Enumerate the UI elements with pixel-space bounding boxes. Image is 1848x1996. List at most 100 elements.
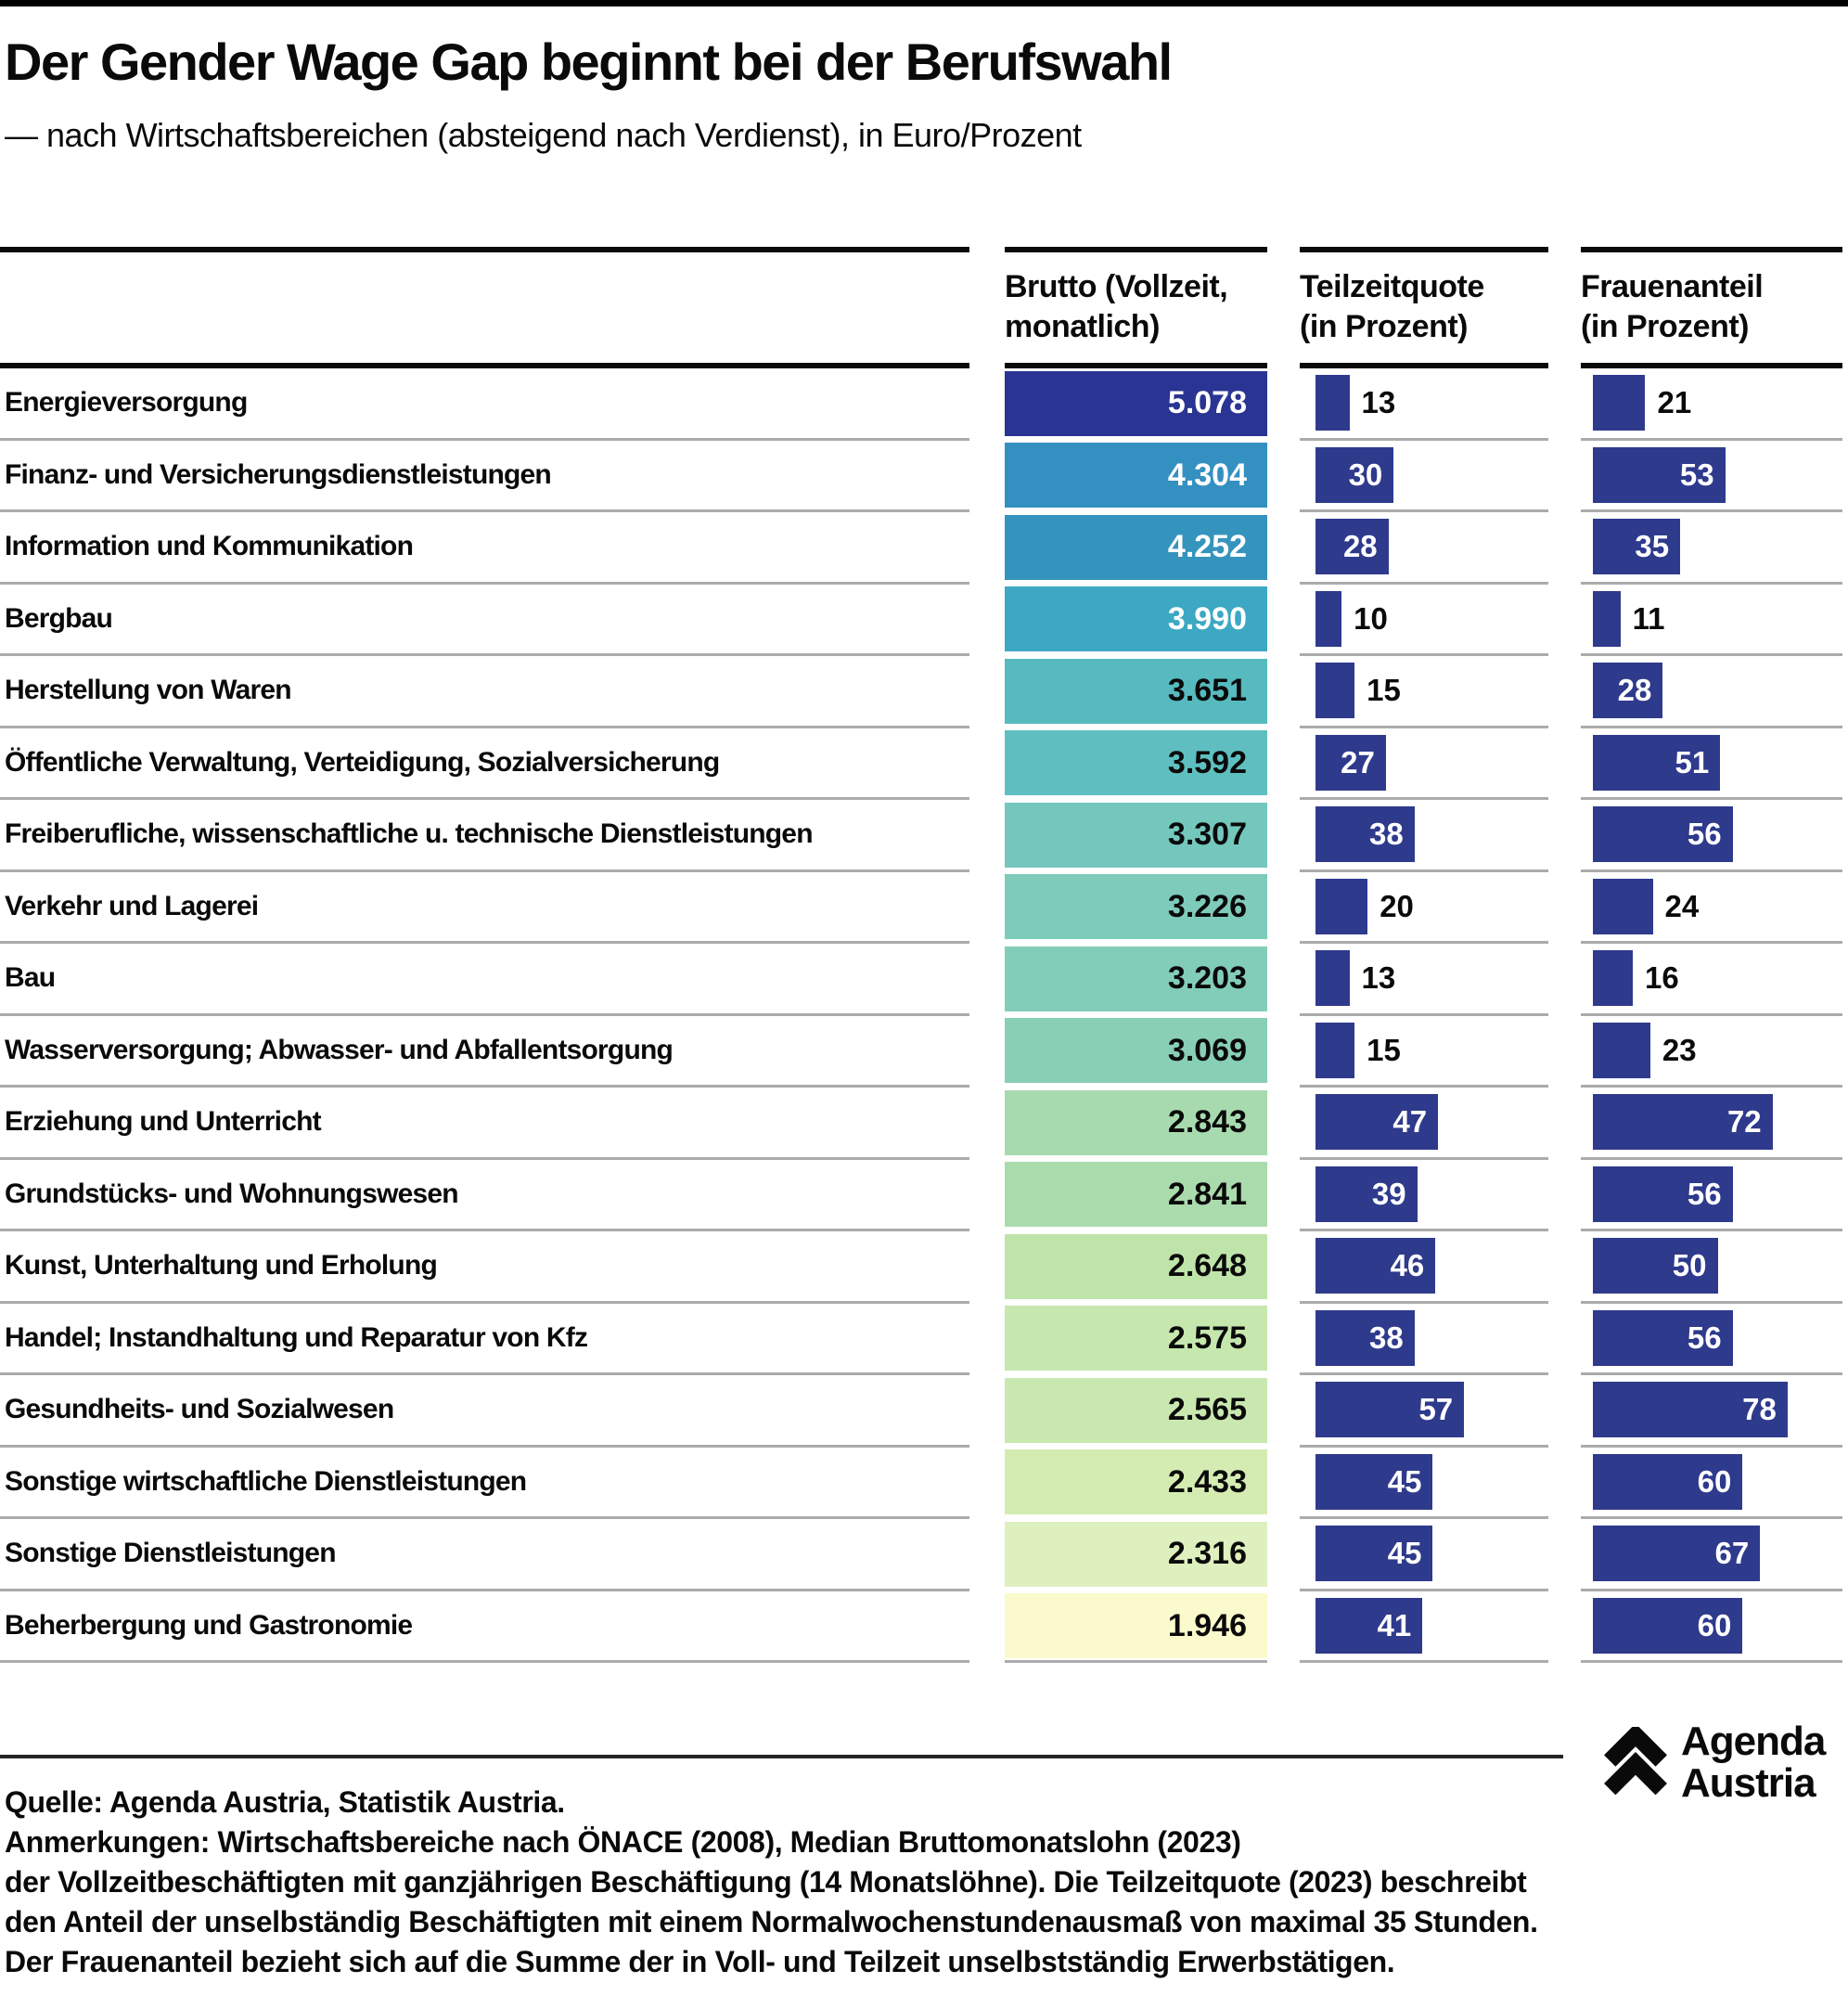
top-border-bar	[0, 0, 1848, 6]
frauenanteil-bar: 50	[1593, 1238, 1718, 1294]
pct-value-outside: 24	[1664, 888, 1700, 923]
frauenanteil-cell: 21	[1581, 368, 1842, 441]
pct-value-outside: 23	[1662, 1032, 1697, 1067]
sector-label: Grundstücks- und Wohnungswesen	[0, 1160, 969, 1231]
pct-value-outside: 13	[1361, 385, 1396, 420]
frauenanteil-cell: 60	[1581, 1448, 1842, 1519]
brutto-bar: 3.990	[1005, 586, 1267, 651]
header-frauenanteil-line2: (in Prozent)	[1581, 309, 1749, 344]
frauenanteil-bar: 78	[1593, 1382, 1788, 1438]
teilzeit-cell: 20	[1300, 872, 1548, 944]
brutto-cell: 4.304	[1005, 441, 1267, 513]
frauenanteil-cell: 23	[1581, 1016, 1842, 1088]
teilzeit-bar: 46	[1315, 1238, 1436, 1294]
teilzeit-cell: 57	[1300, 1375, 1548, 1448]
frauenanteil-cell: 56	[1581, 1304, 1842, 1375]
page-subtitle: — nach Wirtschaftsbereichen (absteigend …	[5, 116, 1082, 154]
brutto-bar: 3.226	[1005, 874, 1267, 939]
frauenanteil-cell: 56	[1581, 1160, 1842, 1231]
teilzeit-cell: 15	[1300, 1016, 1548, 1088]
brutto-bar: 2.316	[1005, 1521, 1267, 1587]
frauenanteil-bar: 60	[1593, 1597, 1743, 1654]
teilzeit-cell: 45	[1300, 1448, 1548, 1519]
brutto-cell: 2.433	[1005, 1448, 1267, 1520]
teilzeit-bar: 47	[1315, 1094, 1439, 1151]
frauenanteil-bar	[1593, 375, 1646, 431]
sector-label: Information und Kommunikation	[0, 512, 969, 585]
brutto-bar: 5.078	[1005, 370, 1267, 436]
brutto-cell: 2.565	[1005, 1375, 1267, 1448]
brutto-cell: 3.203	[1005, 944, 1267, 1016]
pct-value-outside: 15	[1367, 673, 1401, 708]
teilzeit-bar: 45	[1315, 1453, 1433, 1510]
teilzeit-cell: 13	[1300, 944, 1548, 1016]
brutto-bar: 3.592	[1005, 730, 1267, 795]
frauenanteil-bar: 51	[1593, 734, 1721, 791]
frauenanteil-cell: 78	[1581, 1375, 1842, 1448]
teilzeit-cell: 30	[1300, 441, 1548, 512]
pct-value-outside: 15	[1367, 1032, 1401, 1067]
pct-value-outside: 10	[1354, 600, 1388, 636]
brutto-bar: 2.843	[1005, 1089, 1267, 1155]
sector-label: Kunst, Unterhaltung und Erholung	[0, 1231, 969, 1304]
mountain-chevrons-icon	[1604, 1727, 1667, 1796]
note-line: Der Frauenanteil bezieht sich auf die Su…	[5, 1945, 1395, 1978]
teilzeit-bar: 57	[1315, 1382, 1465, 1438]
frauenanteil-bar: 67	[1593, 1526, 1761, 1582]
brutto-bar: 2.841	[1005, 1162, 1267, 1227]
teilzeit-bar: 27	[1315, 734, 1386, 791]
brutto-bar: 2.433	[1005, 1449, 1267, 1514]
sector-label: Bau	[0, 944, 969, 1016]
frauenanteil-cell: 35	[1581, 512, 1842, 585]
column-header-row: Brutto (Vollzeit, monatlich) Teilzeitquo…	[0, 247, 1848, 368]
sector-label: Energieversorgung	[0, 368, 969, 441]
brutto-cell: 3.069	[1005, 1016, 1267, 1088]
header-sector-column	[0, 247, 969, 368]
brutto-cell: 2.648	[1005, 1231, 1267, 1304]
header-teilzeit-line1: Teilzeitquote	[1300, 269, 1484, 304]
teilzeit-cell: 46	[1300, 1231, 1548, 1304]
brutto-cell: 3.226	[1005, 872, 1267, 945]
sector-label: Verkehr und Lagerei	[0, 872, 969, 944]
teilzeit-cell: 38	[1300, 1304, 1548, 1375]
frauenanteil-cell: 60	[1581, 1591, 1842, 1663]
frauenanteil-bar: 53	[1593, 446, 1726, 503]
page-title: Der Gender Wage Gap beginnt bei der Beru…	[5, 32, 1173, 91]
brutto-cell: 3.651	[1005, 656, 1267, 728]
logo-line1: Agenda	[1681, 1719, 1826, 1764]
pct-value-outside: 20	[1380, 888, 1414, 923]
brutto-bar: 4.304	[1005, 443, 1267, 508]
frauenanteil-cell: 11	[1581, 585, 1842, 656]
brutto-bar: 4.252	[1005, 514, 1267, 580]
teilzeit-bar: 45	[1315, 1526, 1433, 1582]
agenda-austria-logo: Agenda Austria	[1601, 1719, 1826, 1804]
teilzeit-bar: 39	[1315, 1165, 1418, 1222]
teilzeit-cell: 28	[1300, 512, 1548, 585]
brutto-bar: 3.069	[1005, 1018, 1267, 1083]
frauenanteil-bar: 56	[1593, 806, 1733, 863]
frauenanteil-cell: 51	[1581, 728, 1842, 800]
frauenanteil-cell: 28	[1581, 656, 1842, 728]
brutto-cell: 2.843	[1005, 1088, 1267, 1160]
source-line: Quelle: Agenda Austria, Statistik Austri…	[5, 1785, 565, 1819]
teilzeit-cell: 47	[1300, 1088, 1548, 1160]
note-line: den Anteil der unselbständig Beschäftigt…	[5, 1905, 1538, 1938]
frauenanteil-bar: 28	[1593, 663, 1663, 719]
sector-label: Beherbergung und Gastronomie	[0, 1591, 969, 1663]
teilzeit-bar: 41	[1315, 1597, 1423, 1654]
teilzeit-bar	[1315, 1022, 1355, 1078]
pct-value-outside: 11	[1632, 600, 1665, 636]
frauenanteil-bar: 72	[1593, 1094, 1773, 1151]
note-line: Anmerkungen: Wirtschaftsbereiche nach ÖN…	[5, 1825, 1241, 1859]
brutto-cell: 2.841	[1005, 1160, 1267, 1232]
frauenanteil-cell: 56	[1581, 800, 1842, 872]
frauenanteil-bar	[1593, 590, 1621, 647]
brutto-cell: 2.316	[1005, 1519, 1267, 1591]
teilzeit-bar	[1315, 590, 1342, 647]
header-brutto-line2: monatlich)	[1005, 309, 1160, 344]
frauenanteil-bar	[1593, 950, 1634, 1007]
brutto-cell: 1.946	[1005, 1591, 1267, 1663]
frauenanteil-cell: 72	[1581, 1088, 1842, 1160]
sector-label: Sonstige Dienstleistungen	[0, 1519, 969, 1591]
pct-value-outside: 13	[1361, 960, 1396, 996]
